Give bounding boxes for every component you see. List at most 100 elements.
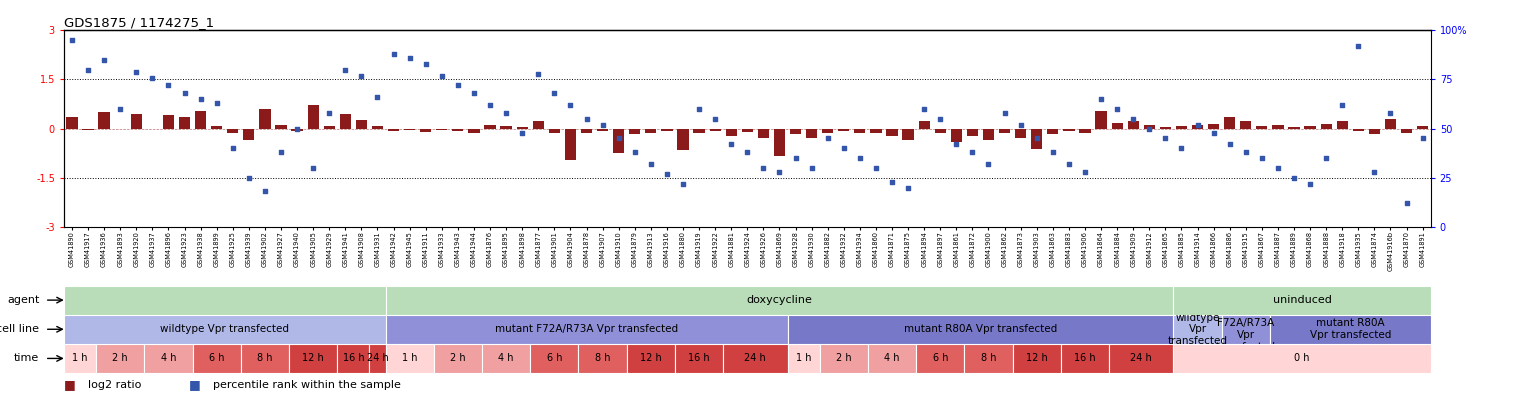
Bar: [482, 344, 530, 373]
Bar: [820, 344, 868, 373]
Point: [992, 110, 1017, 116]
Text: wildtype
Vpr
transfected: wildtype Vpr transfected: [1167, 313, 1228, 346]
Point: [172, 90, 196, 96]
Text: 2 h: 2 h: [451, 354, 466, 363]
Point: [253, 188, 277, 195]
Text: 0 h: 0 h: [1294, 354, 1310, 363]
Bar: [1368, 129, 1380, 134]
Bar: [1269, 315, 1431, 344]
Point: [1298, 180, 1323, 187]
Bar: [723, 344, 787, 373]
Point: [317, 110, 341, 116]
Bar: [64, 315, 385, 344]
Text: GDS1875 / 1174275_1: GDS1875 / 1174275_1: [64, 16, 215, 29]
Point: [414, 60, 438, 67]
Bar: [581, 129, 592, 132]
Point: [1330, 102, 1355, 108]
Text: 1 h: 1 h: [72, 354, 88, 363]
Point: [880, 178, 904, 185]
Bar: [180, 117, 190, 129]
Point: [591, 122, 615, 128]
Bar: [469, 129, 479, 132]
Point: [1041, 149, 1065, 156]
Bar: [1321, 124, 1332, 129]
Point: [1122, 115, 1146, 122]
Point: [1169, 145, 1193, 151]
Bar: [339, 114, 352, 129]
Point: [285, 126, 309, 132]
Bar: [67, 117, 78, 129]
Point: [864, 164, 889, 171]
Point: [157, 82, 181, 89]
Text: 2 h: 2 h: [113, 354, 128, 363]
Point: [686, 106, 711, 112]
Point: [622, 149, 647, 156]
Point: [397, 55, 422, 61]
Text: 1 h: 1 h: [796, 354, 811, 363]
Bar: [240, 344, 289, 373]
Point: [478, 102, 502, 108]
Bar: [1173, 315, 1222, 344]
Bar: [388, 129, 399, 131]
Point: [767, 168, 791, 175]
Bar: [1417, 126, 1428, 129]
Point: [542, 90, 566, 96]
Bar: [839, 129, 849, 131]
Bar: [565, 129, 575, 160]
Bar: [1208, 124, 1219, 129]
Bar: [758, 129, 769, 138]
Point: [639, 161, 664, 167]
Bar: [420, 129, 431, 132]
Point: [59, 37, 84, 43]
Point: [1234, 149, 1259, 156]
Bar: [195, 111, 205, 129]
Point: [1073, 168, 1097, 175]
Bar: [1224, 117, 1236, 129]
Bar: [741, 129, 753, 132]
Text: 1 h: 1 h: [402, 354, 417, 363]
Bar: [916, 344, 965, 373]
Text: uninduced: uninduced: [1272, 295, 1332, 305]
Bar: [935, 129, 945, 134]
Point: [752, 164, 776, 171]
Bar: [64, 286, 385, 315]
Point: [221, 145, 245, 151]
Bar: [674, 344, 723, 373]
Bar: [1061, 344, 1110, 373]
Point: [944, 141, 968, 147]
Bar: [1240, 122, 1251, 129]
Bar: [82, 129, 94, 130]
Text: 12 h: 12 h: [303, 354, 324, 363]
Text: time: time: [14, 354, 40, 363]
Bar: [629, 129, 641, 134]
Bar: [1173, 344, 1431, 373]
Bar: [1177, 126, 1187, 129]
Text: 4 h: 4 h: [884, 354, 900, 363]
Point: [1105, 106, 1129, 112]
Bar: [966, 129, 979, 136]
Text: wildtype Vpr transfected: wildtype Vpr transfected: [160, 324, 289, 334]
Text: 6 h: 6 h: [933, 354, 948, 363]
Point: [1282, 175, 1306, 181]
Bar: [437, 129, 447, 130]
Bar: [787, 344, 820, 373]
Text: 24 h: 24 h: [367, 354, 388, 363]
Bar: [1110, 344, 1173, 373]
Bar: [998, 129, 1011, 132]
Bar: [1030, 129, 1043, 149]
Bar: [1012, 344, 1061, 373]
Bar: [356, 120, 367, 129]
Bar: [370, 344, 385, 373]
Bar: [131, 114, 142, 129]
Bar: [613, 129, 624, 153]
Point: [703, 115, 728, 122]
Point: [236, 175, 260, 181]
Bar: [1047, 129, 1058, 134]
Text: 4 h: 4 h: [161, 354, 177, 363]
Bar: [1400, 129, 1412, 132]
Text: agent: agent: [8, 295, 40, 305]
Point: [301, 164, 326, 171]
Bar: [1336, 122, 1348, 129]
Point: [848, 155, 872, 161]
Bar: [99, 111, 110, 129]
